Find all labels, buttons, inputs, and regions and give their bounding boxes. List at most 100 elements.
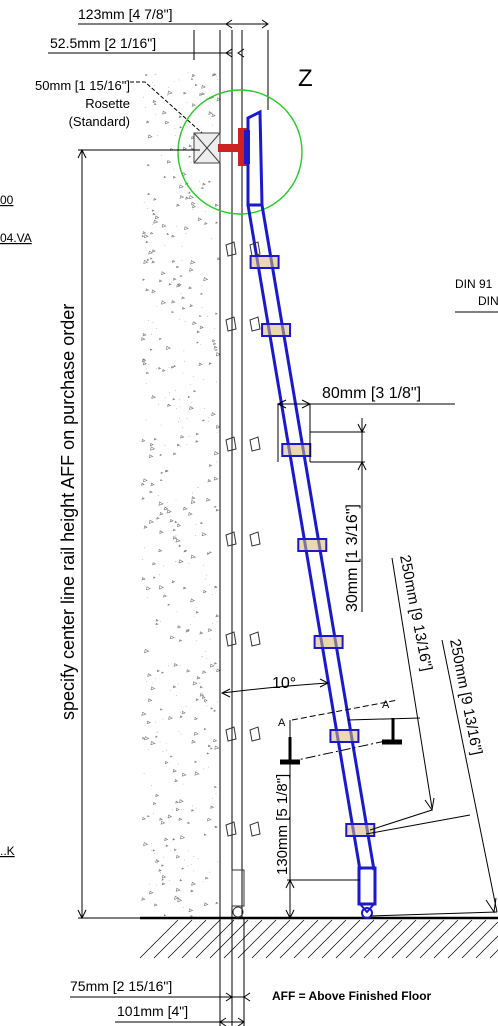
concrete-speck	[149, 890, 154, 895]
concrete-speck	[152, 802, 157, 805]
wall-bracket	[249, 726, 261, 742]
floor-hatch-line	[405, 919, 445, 959]
concrete-speck	[178, 817, 183, 821]
concrete-speck	[155, 735, 158, 738]
concrete-speck	[196, 330, 200, 334]
concrete-speck	[156, 516, 160, 520]
concrete-speck	[166, 509, 172, 514]
concrete-speck	[151, 260, 156, 264]
concrete-speck	[188, 144, 193, 148]
concrete-speck	[204, 222, 208, 225]
rung-spacing-dimensions	[347, 557, 498, 917]
floor-hatch-line	[223, 919, 263, 959]
concrete-speck	[199, 325, 204, 330]
concrete-speck	[176, 854, 181, 859]
concrete-speck	[164, 837, 169, 841]
wall-bracket	[225, 316, 237, 332]
wall-bracket	[249, 531, 261, 547]
concrete-speck	[201, 186, 205, 190]
concrete-speck	[207, 628, 213, 632]
concrete-speck	[200, 292, 204, 295]
right-cut-label-2: DIN	[478, 294, 498, 308]
concrete-speck	[204, 902, 209, 907]
concrete-speck	[141, 497, 145, 500]
concrete-speck	[152, 212, 156, 216]
concrete-speck	[143, 841, 149, 847]
concrete-speck	[146, 720, 151, 725]
concrete-speck	[143, 234, 149, 239]
concrete-speck	[179, 126, 183, 129]
rung-spacing-label-1: 250mm [9 13/16"]	[396, 554, 435, 673]
concrete-speck	[188, 908, 194, 913]
concrete-speck	[194, 83, 198, 87]
concrete-speck	[173, 452, 177, 456]
concrete-speck	[169, 519, 174, 523]
floor	[139, 916, 498, 959]
concrete-speck	[190, 598, 196, 603]
concrete-speck	[150, 231, 154, 235]
concrete-speck	[152, 249, 156, 253]
concrete-wall	[140, 30, 222, 918]
concrete-speck	[191, 78, 194, 81]
concrete-speck	[165, 345, 171, 350]
wall-bracket	[249, 241, 261, 257]
concrete-speck	[163, 914, 167, 917]
floor-hatch-line	[279, 919, 319, 959]
aff-note: AFF = Above Finished Floor	[272, 989, 432, 1003]
concrete-speck	[195, 698, 199, 701]
concrete-speck	[141, 897, 146, 901]
wall-bracket	[225, 726, 237, 742]
concrete-speck	[180, 434, 185, 439]
section-a-label-right: A	[382, 699, 390, 711]
concrete-speck	[161, 271, 166, 276]
concrete-speck	[182, 172, 187, 176]
concrete-speck	[199, 631, 204, 635]
concrete-speck	[195, 610, 199, 614]
concrete-speck	[178, 544, 182, 548]
concrete-speck	[214, 825, 218, 829]
concrete-speck	[141, 337, 146, 341]
concrete-speck	[206, 497, 211, 502]
wall-bracket	[225, 531, 237, 547]
wall-brackets	[225, 241, 261, 837]
concrete-speck	[174, 520, 178, 524]
concrete-speck	[199, 315, 202, 318]
concrete-speck	[176, 283, 181, 288]
floor-hatch-line	[447, 919, 487, 959]
concrete-speck	[142, 278, 146, 281]
concrete-speck	[183, 550, 187, 553]
concrete-speck	[215, 901, 219, 905]
concrete-speck	[197, 217, 202, 221]
concrete-speck	[179, 799, 184, 804]
concrete-speck	[141, 482, 145, 486]
concrete-speck	[188, 511, 193, 516]
concrete-speck	[153, 576, 156, 579]
concrete-speck	[142, 358, 146, 361]
concrete-speck	[191, 136, 195, 140]
concrete-speck	[190, 499, 196, 505]
floor-hatch-line	[153, 919, 193, 959]
concrete-speck	[165, 844, 169, 847]
concrete-speck	[194, 771, 200, 776]
concrete-speck	[214, 505, 217, 508]
concrete-speck	[200, 521, 204, 525]
concrete-speck	[158, 585, 164, 590]
concrete-speck	[155, 622, 159, 626]
concrete-speck	[159, 817, 163, 821]
concrete-speck	[182, 146, 187, 151]
concrete-speck	[172, 768, 177, 773]
concrete-speck	[162, 369, 166, 372]
concrete-speck	[207, 479, 212, 483]
floor-hatch-line	[181, 919, 221, 959]
concrete-speck	[142, 231, 147, 235]
ladder	[246, 109, 377, 919]
concrete-speck	[155, 619, 159, 622]
concrete-speck	[213, 709, 217, 712]
concrete-speck	[166, 232, 170, 236]
concrete-speck	[160, 479, 163, 482]
concrete-speck	[176, 523, 182, 528]
concrete-speck	[194, 717, 199, 721]
concrete-speck	[147, 163, 150, 167]
concrete-speck	[195, 440, 199, 443]
concrete-speck	[152, 849, 156, 852]
